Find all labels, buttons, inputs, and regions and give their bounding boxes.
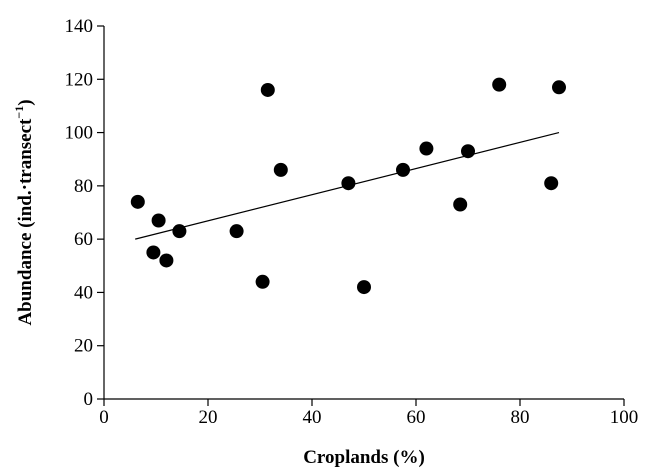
data-point: [255, 274, 270, 289]
data-point: [172, 224, 187, 239]
data-point: [151, 213, 166, 228]
data-point: [273, 162, 288, 177]
x-tick-label: 40: [303, 407, 322, 428]
y-axis-ticks: 0 20 40 60 80 100 120 140: [65, 16, 104, 410]
data-point: [419, 141, 434, 156]
y-tick-label: 40: [74, 282, 93, 303]
data-points: [130, 77, 566, 295]
data-point: [492, 77, 507, 92]
data-point: [260, 82, 275, 97]
y-tick-label: 20: [74, 336, 93, 357]
data-point: [461, 144, 475, 159]
data-point: [146, 245, 161, 260]
data-point: [357, 280, 371, 295]
data-point: [544, 176, 559, 191]
x-tick-label: 80: [511, 407, 530, 428]
data-point: [229, 224, 244, 239]
x-axis-ticks: 0 20 40 60 80 100: [99, 399, 638, 428]
data-point: [552, 80, 566, 95]
data-point: [341, 176, 356, 191]
y-axis-title-main: Abundance (ind.·transect: [15, 118, 36, 326]
y-tick-label: 120: [65, 69, 94, 90]
y-tick-label: 0: [84, 389, 94, 410]
x-tick-label: 20: [199, 407, 218, 428]
y-axis-title-close: ): [15, 99, 36, 105]
axes: [103, 26, 624, 400]
y-tick-label: 100: [65, 123, 94, 144]
y-tick-label: 60: [74, 229, 93, 250]
y-tick-label: 80: [74, 176, 93, 197]
x-tick-label: 0: [99, 407, 109, 428]
x-tick-label: 60: [407, 407, 426, 428]
y-tick-label: 140: [65, 16, 94, 37]
data-point: [396, 162, 410, 177]
data-point: [159, 253, 174, 268]
data-point: [453, 197, 468, 212]
y-axis-title-exponent: −1: [12, 106, 26, 119]
data-point: [130, 194, 145, 209]
y-axis-title: Abundance (ind.·transect−1): [12, 99, 36, 325]
x-tick-label: 100: [610, 407, 639, 428]
x-axis-title: Croplands (%): [303, 447, 425, 468]
